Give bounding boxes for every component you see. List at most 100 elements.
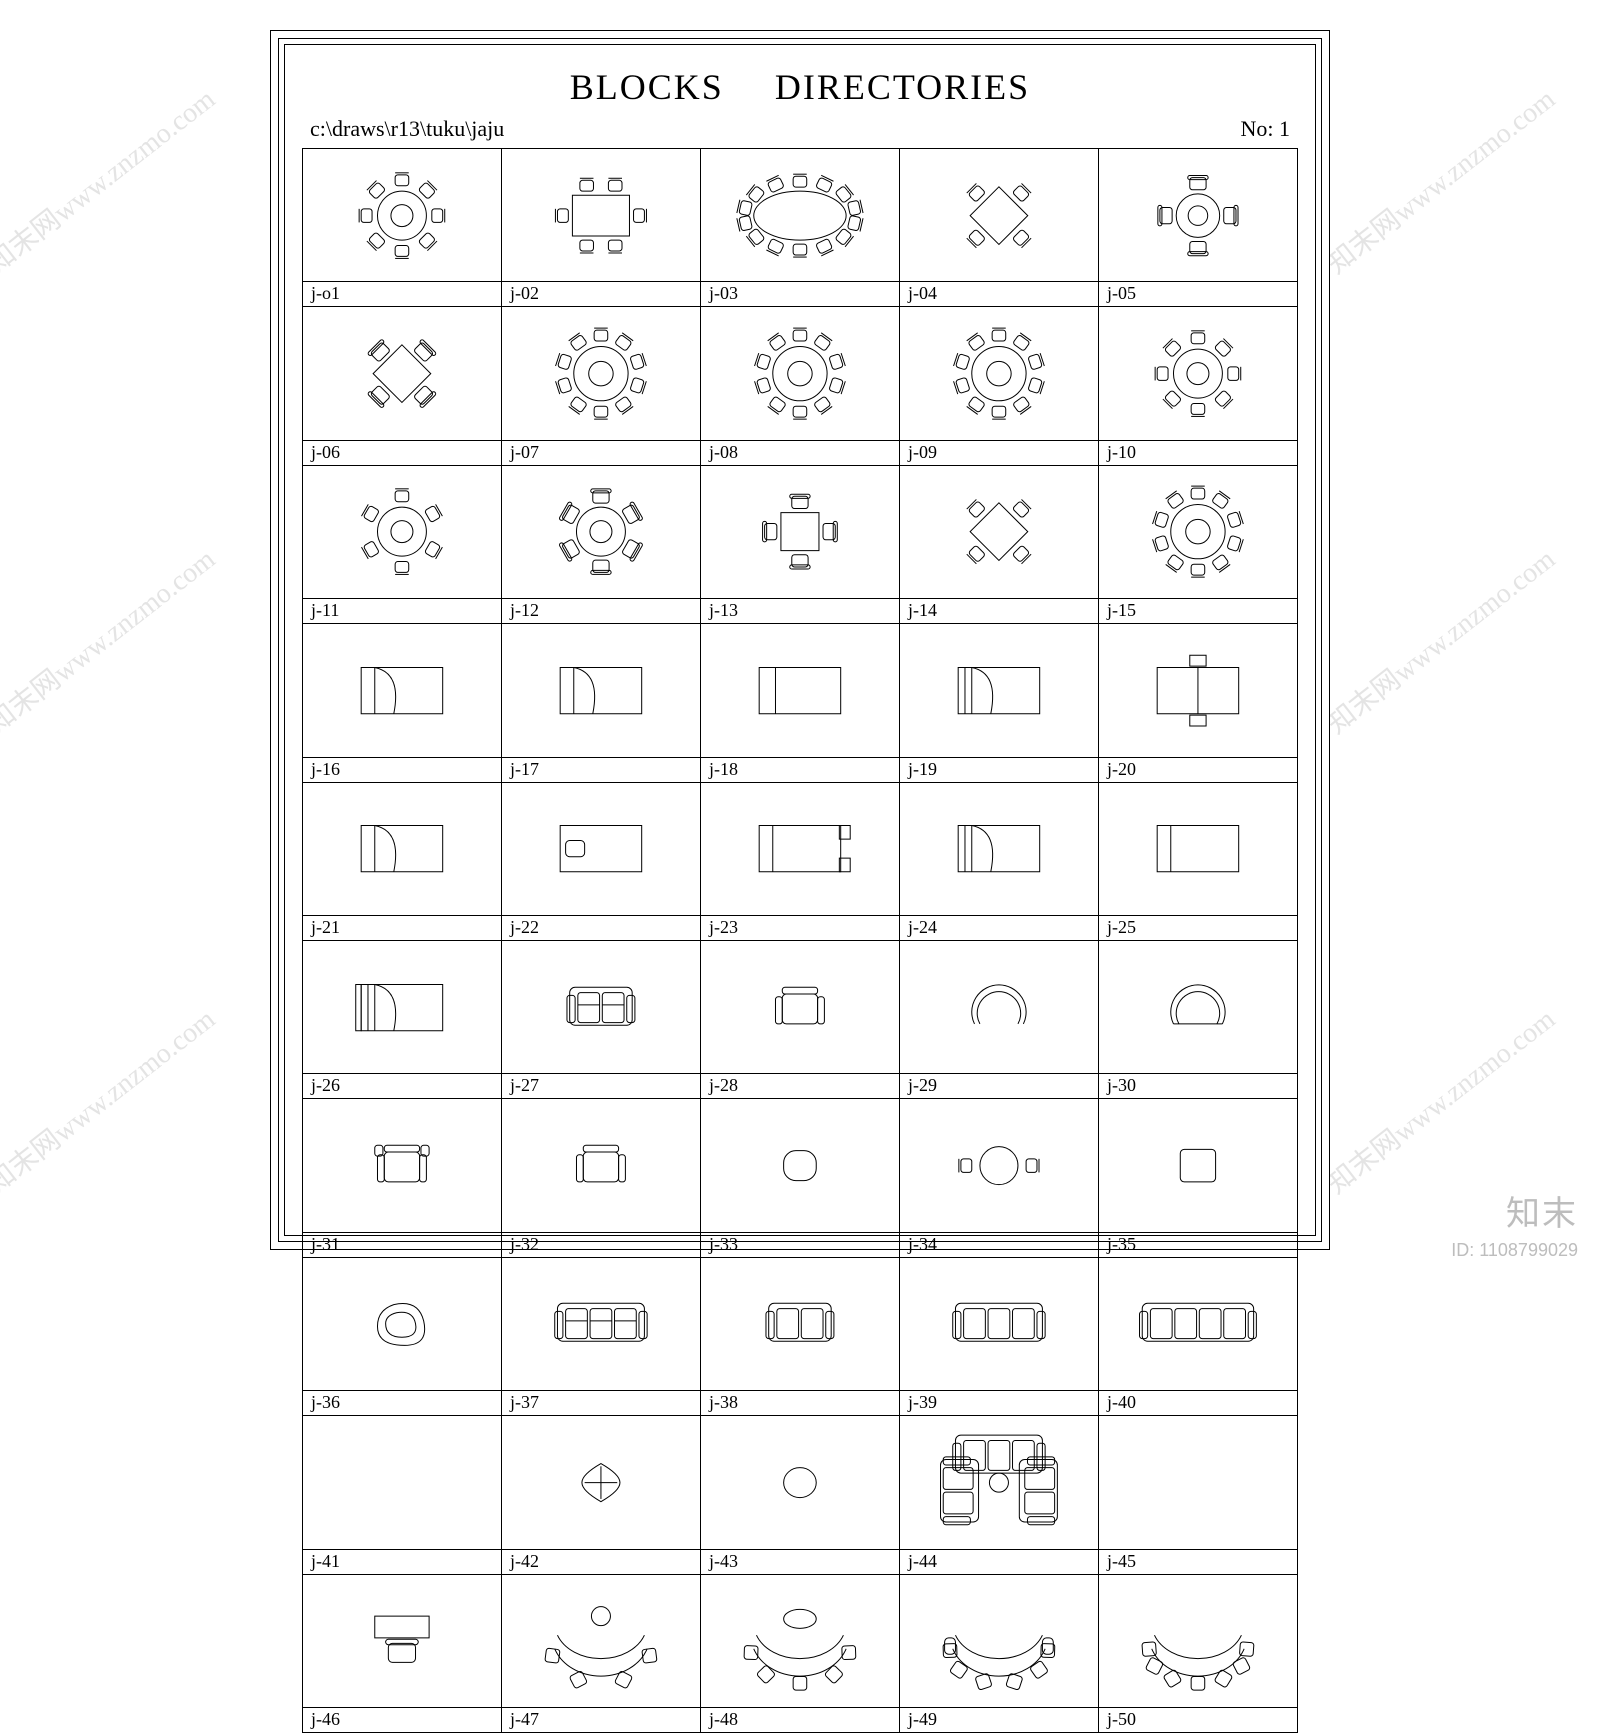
block-cell: j-36 — [303, 1258, 502, 1416]
sheet-inner: BLOCKS DIRECTORIES c:\draws\r13\tuku\jaj… — [302, 62, 1298, 1218]
block-symbol — [1099, 1099, 1297, 1231]
block-symbol — [303, 783, 501, 915]
block-symbol — [900, 307, 1098, 439]
sheet-path: c:\draws\r13\tuku\jaju — [310, 116, 504, 142]
block-symbol — [701, 941, 899, 1073]
block-cell: j-03 — [701, 149, 900, 307]
watermark-text: 知末网www.znzmo.com — [0, 538, 222, 742]
block-symbol — [701, 624, 899, 756]
watermark-text: 知末网www.znzmo.com — [1317, 998, 1562, 1202]
block-label: j-15 — [1099, 598, 1297, 623]
block-cell: j-29 — [900, 941, 1099, 1099]
block-label: j-05 — [1099, 281, 1297, 306]
block-label: j-02 — [502, 281, 700, 306]
block-cell: j-40 — [1099, 1258, 1298, 1416]
block-cell: j-12 — [502, 466, 701, 624]
block-label: j-16 — [303, 757, 501, 782]
watermark-text: 知末网www.znzmo.com — [1317, 78, 1562, 282]
block-symbol — [303, 624, 501, 756]
block-label: j-33 — [701, 1232, 899, 1257]
block-label: j-49 — [900, 1707, 1098, 1732]
sheet-title: BLOCKS DIRECTORIES — [302, 66, 1298, 108]
watermark-brand: 知末 — [1451, 1192, 1578, 1238]
block-symbol — [502, 1099, 700, 1231]
block-label: j-18 — [701, 757, 899, 782]
block-label: j-23 — [701, 915, 899, 940]
block-label: j-22 — [502, 915, 700, 940]
block-symbol — [502, 941, 700, 1073]
block-symbol — [1099, 941, 1297, 1073]
block-symbol — [303, 1099, 501, 1231]
block-cell: j-35 — [1099, 1099, 1298, 1257]
block-symbol — [502, 1416, 700, 1548]
block-label: j-32 — [502, 1232, 700, 1257]
block-cell: j-24 — [900, 783, 1099, 941]
block-symbol — [1099, 307, 1297, 439]
block-cell: j-07 — [502, 307, 701, 465]
block-cell: j-37 — [502, 1258, 701, 1416]
block-symbol — [701, 1575, 899, 1707]
block-label: j-06 — [303, 440, 501, 465]
drawing-sheet: BLOCKS DIRECTORIES c:\draws\r13\tuku\jaj… — [270, 30, 1330, 1250]
block-symbol — [303, 307, 501, 439]
block-cell: j-21 — [303, 783, 502, 941]
block-label: j-21 — [303, 915, 501, 940]
block-label: j-13 — [701, 598, 899, 623]
block-label: j-38 — [701, 1390, 899, 1415]
block-cell: j-43 — [701, 1416, 900, 1574]
block-symbol — [900, 783, 1098, 915]
block-cell: j-19 — [900, 624, 1099, 782]
block-cell: j-13 — [701, 466, 900, 624]
block-label: j-34 — [900, 1232, 1098, 1257]
block-label: j-28 — [701, 1073, 899, 1098]
block-label: j-04 — [900, 281, 1098, 306]
block-label: j-37 — [502, 1390, 700, 1415]
block-symbol — [701, 1258, 899, 1390]
block-label: j-45 — [1099, 1549, 1297, 1574]
block-label: j-47 — [502, 1707, 700, 1732]
watermark-text: 知末网www.znzmo.com — [0, 998, 222, 1202]
block-label: j-43 — [701, 1549, 899, 1574]
block-cell: j-45 — [1099, 1416, 1298, 1574]
block-symbol — [502, 624, 700, 756]
block-cell: j-09 — [900, 307, 1099, 465]
block-cell: j-05 — [1099, 149, 1298, 307]
block-symbol — [502, 1258, 700, 1390]
block-symbol — [701, 1099, 899, 1231]
block-symbol — [502, 466, 700, 598]
block-symbol — [303, 1258, 501, 1390]
page-no-value: 1 — [1279, 116, 1290, 141]
block-label: j-25 — [1099, 915, 1297, 940]
block-label: j-20 — [1099, 757, 1297, 782]
block-label: j-40 — [1099, 1390, 1297, 1415]
block-cell: j-41 — [303, 1416, 502, 1574]
block-symbol — [900, 941, 1098, 1073]
block-cell: j-39 — [900, 1258, 1099, 1416]
sheet-page-no: No: 1 — [1241, 116, 1291, 142]
block-label: j-24 — [900, 915, 1098, 940]
block-cell: j-06 — [303, 307, 502, 465]
block-symbol — [303, 1575, 501, 1707]
block-symbol — [900, 1575, 1098, 1707]
block-label: j-27 — [502, 1073, 700, 1098]
block-symbol — [900, 1258, 1098, 1390]
block-label: j-35 — [1099, 1232, 1297, 1257]
block-label: j-03 — [701, 281, 899, 306]
page-canvas: 知末网www.znzmo.com 知末网www.znzmo.com 知末网www… — [0, 0, 1600, 1280]
block-label: j-31 — [303, 1232, 501, 1257]
block-cell: j-20 — [1099, 624, 1298, 782]
block-label: j-46 — [303, 1707, 501, 1732]
block-label: j-30 — [1099, 1073, 1297, 1098]
block-symbol — [1099, 624, 1297, 756]
block-cell: j-31 — [303, 1099, 502, 1257]
block-symbol — [502, 149, 700, 281]
block-symbol — [701, 783, 899, 915]
block-cell: j-o1 — [303, 149, 502, 307]
sheet-meta: c:\draws\r13\tuku\jaju No: 1 — [302, 116, 1298, 148]
block-cell: j-22 — [502, 783, 701, 941]
block-label: j-14 — [900, 598, 1098, 623]
block-cell: j-18 — [701, 624, 900, 782]
block-cell: j-10 — [1099, 307, 1298, 465]
block-cell: j-23 — [701, 783, 900, 941]
watermark-id: ID: 1108799029 — [1451, 1238, 1578, 1262]
